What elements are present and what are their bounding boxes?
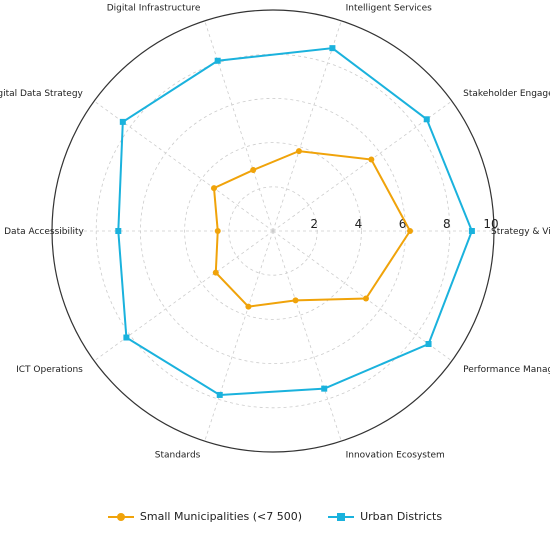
series-2-point-5 [119,118,126,125]
series-1-point-9 [292,297,299,304]
category-label-5: IT & Digital Data Strategy [0,89,84,99]
category-label-6: Data Accessibility [4,227,84,237]
series-2-point-3 [329,45,336,52]
radial-tick-label-2: 2 [310,217,318,231]
category-label-8: Standards [155,450,201,460]
category-label-9: Innovation Ecosystem [346,450,445,460]
grid-spoke-8 [204,230,274,442]
series-line-2 [117,47,473,396]
radial-tick-label-6: 6 [399,217,407,231]
category-label-4: Digital Infrastructure [107,4,201,14]
series-1-point-7 [212,269,219,276]
radial-tick-label-4: 4 [355,217,363,231]
series-1-point-5 [210,185,217,192]
series-1-point-10 [362,295,369,302]
series-1-point-1 [407,228,414,234]
grid-spoke-7 [93,230,274,362]
legend: Small Municipalities (<7 500) Urban Dist… [0,510,550,523]
category-label-3: Intelligent Services [346,4,433,14]
category-label-1: Strategy & Vision [491,227,550,237]
series-1-point-3 [295,148,302,155]
series-2-point-8 [216,391,223,398]
grid-ring-4 [184,142,362,320]
grid-spoke-4 [204,20,274,232]
category-label-7: ICT Operations [16,365,83,375]
series-2-point-10 [425,341,432,348]
series-2-point-2 [423,116,430,123]
series-2-point-9 [321,385,328,392]
radial-tick-label-8: 8 [443,217,451,231]
series-1-point-6 [214,228,221,234]
legend-marker-series-2 [328,512,355,522]
legend-label-series-2: Urban Districts [360,510,443,523]
legend-label-series-1: Small Municipalities (<7 500) [139,510,303,523]
series-1-point-2 [368,156,375,163]
grid-spoke-5 [93,100,274,232]
grid-spoke-2 [272,100,453,232]
legend-marker-series-1 [107,512,134,522]
legend-item-series-1: Small Municipalities (<7 500) [107,510,303,523]
series-2-point-7 [123,334,130,341]
grid-spoke-3 [272,20,342,232]
grid-spoke-10 [272,230,453,362]
radial-tick-label-10: 10 [483,217,498,231]
series-2-point-4 [214,57,221,64]
series-1-point-4 [250,167,257,174]
category-label-10: Performance Management [463,365,550,375]
category-label-2: Stakeholder Engagement [463,89,550,99]
outer-frame [51,9,495,453]
series-1-point-8 [245,303,252,310]
grid-spoke-9 [272,230,342,442]
series-2-point-6 [115,228,122,234]
series-2-point-1 [468,228,475,234]
legend-item-series-2: Urban Districts [328,510,442,523]
